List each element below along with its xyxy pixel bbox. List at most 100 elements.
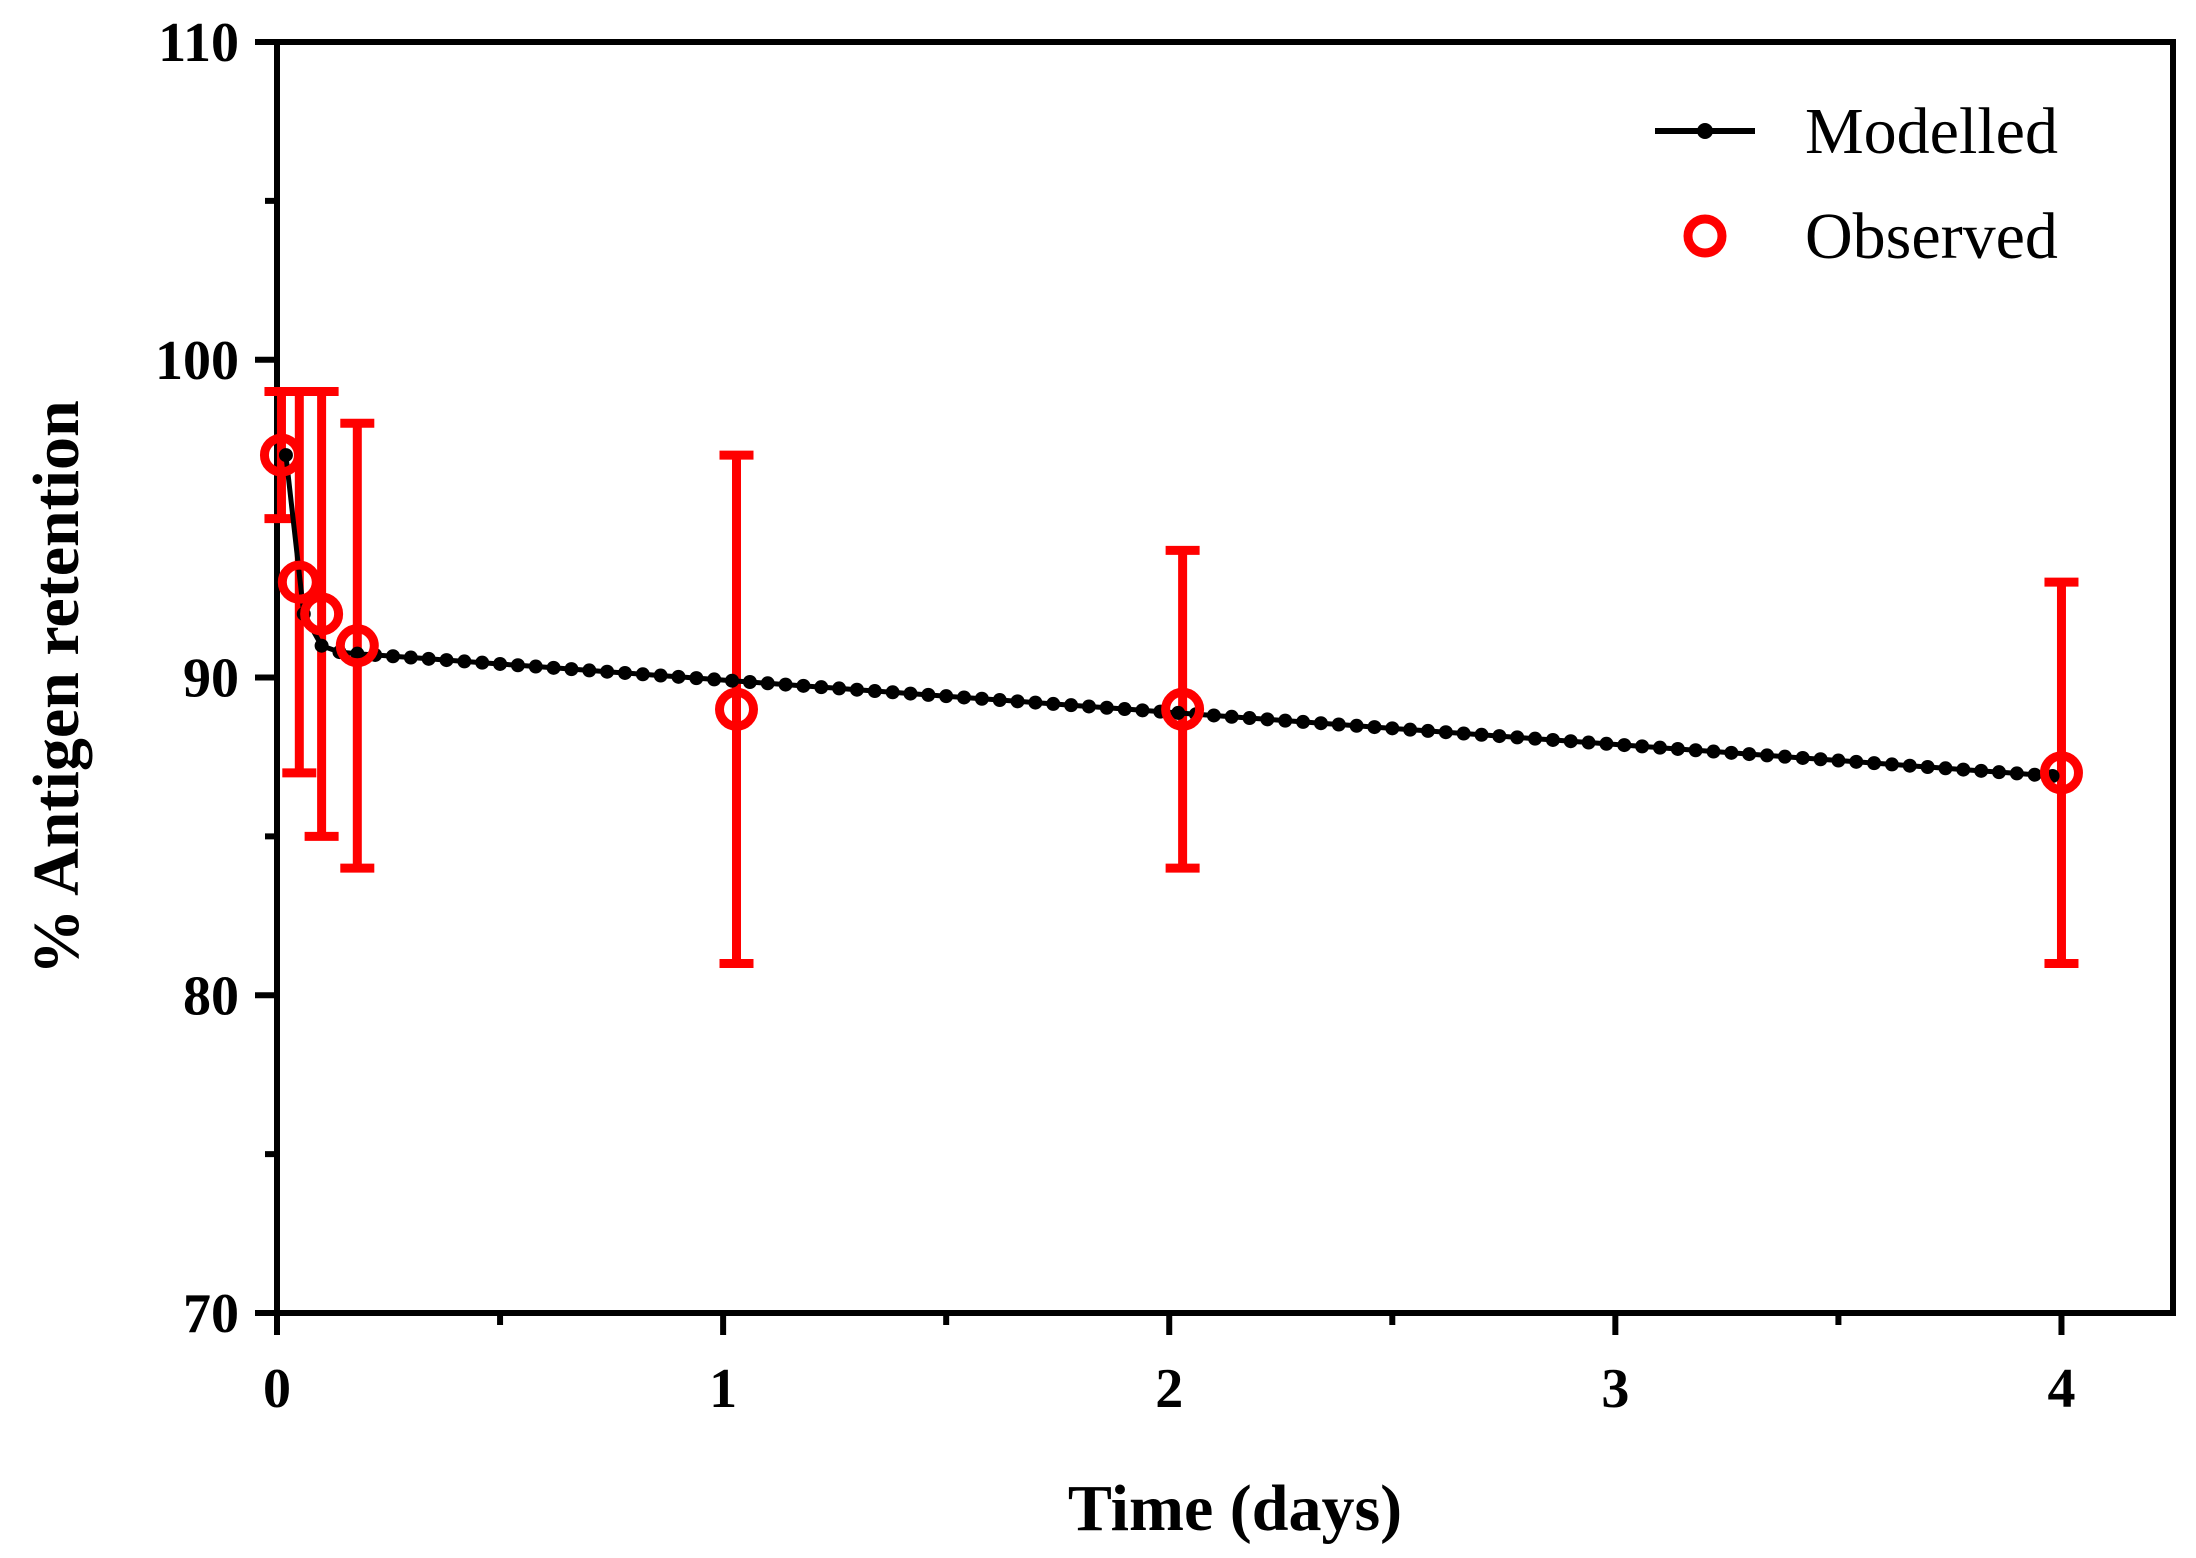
modelled-point: [528, 659, 543, 674]
y-tick-label: 90: [183, 648, 239, 710]
modelled-point: [635, 667, 650, 682]
modelled-point: [1652, 740, 1667, 755]
modelled-point: [510, 658, 525, 673]
modelled-point: [1028, 695, 1043, 710]
legend-modelled-marker: [1697, 123, 1713, 139]
modelled-point: [493, 656, 508, 671]
modelled-point: [1688, 743, 1703, 758]
modelled-point: [653, 668, 668, 683]
modelled-point: [1456, 726, 1471, 741]
modelled-point: [1849, 754, 1864, 769]
modelled-point: [1117, 702, 1132, 717]
modelled-point: [1831, 753, 1846, 768]
modelled-point: [1884, 757, 1899, 772]
modelled-point: [1206, 708, 1221, 723]
modelled-point: [278, 448, 293, 463]
x-tick-label: 4: [2047, 1358, 2075, 1420]
modelled-point: [1795, 750, 1810, 765]
modelled-point: [849, 682, 864, 697]
x-tick-label: 3: [1601, 1358, 1629, 1420]
x-axis-title: Time (days): [1068, 1472, 1402, 1545]
modelled-point: [600, 664, 615, 679]
modelled-point: [457, 654, 472, 669]
modelled-point: [1760, 748, 1775, 763]
modelled-point: [1099, 700, 1114, 715]
modelled-point: [1367, 720, 1382, 735]
y-tick-label: 100: [155, 330, 239, 392]
modelled-point: [1064, 698, 1079, 713]
modelled-point: [2027, 767, 2042, 782]
modelled-point: [867, 684, 882, 699]
modelled-point: [796, 678, 811, 693]
modelled-point: [1777, 749, 1792, 764]
modelled-point: [1278, 713, 1293, 728]
modelled-point: [1956, 762, 1971, 777]
modelled-point: [1438, 725, 1453, 740]
modelled-point: [475, 655, 490, 670]
axes: 70 80 90 100 110 0 1 2 3 4: [155, 12, 2176, 1420]
modelled-point: [403, 650, 418, 665]
modelled-point: [1545, 732, 1560, 747]
modelled-point: [1813, 752, 1828, 767]
x-tick-label: 2: [1155, 1358, 1183, 1420]
modelled-point: [617, 665, 632, 680]
modelled-point: [689, 671, 704, 686]
modelled-point: [1171, 705, 1186, 720]
modelled-line: [283, 454, 2053, 779]
modelled-point: [1528, 731, 1543, 746]
modelled-point: [671, 669, 686, 684]
modelled-point: [314, 638, 329, 653]
modelled-point: [1046, 696, 1061, 711]
modelled-point: [350, 646, 365, 661]
modelled-point: [1135, 703, 1150, 718]
modelled-point: [1974, 763, 1989, 778]
modelled-point: [1010, 694, 1025, 709]
modelled-point: [1581, 735, 1596, 750]
modelled-point: [1742, 747, 1757, 762]
y-tick-label: 80: [183, 965, 239, 1027]
modelled-point: [1902, 758, 1917, 773]
modelled-point: [1920, 759, 1935, 774]
observed-point: [300, 592, 344, 636]
modelled-point: [2009, 766, 2024, 781]
x-tick-label: 1: [709, 1358, 737, 1420]
observed-point: [335, 624, 379, 668]
y-axis-title: % Antigen retention: [20, 400, 93, 974]
modelled-point: [546, 660, 561, 675]
modelled-point: [1867, 756, 1882, 771]
modelled-point: [1313, 716, 1328, 731]
observed-point: [259, 433, 303, 477]
modelled-point: [957, 690, 972, 705]
modelled-point: [1296, 714, 1311, 729]
modelled-point: [1992, 765, 2007, 780]
modelled-point: [1635, 739, 1650, 754]
modelled-point: [1563, 734, 1578, 749]
modelled-point: [1938, 761, 1953, 776]
modelled-point: [707, 672, 722, 687]
modelled-point: [1706, 744, 1721, 759]
modelled-point: [1385, 721, 1400, 736]
x-tick-label: 0: [263, 1358, 291, 1420]
modelled-point: [1420, 723, 1435, 738]
modelled-point: [564, 662, 579, 677]
legend-observed-label: Observed: [1805, 200, 2058, 273]
modelled-point: [1724, 745, 1739, 760]
modelled-point: [921, 687, 936, 702]
observed-point: [2039, 751, 2083, 795]
modelled-point: [992, 693, 1007, 708]
legend: Modelled Observed: [1655, 95, 2058, 273]
modelled-point: [885, 685, 900, 700]
modelled-point: [1492, 729, 1507, 744]
plot-area: [259, 387, 2083, 968]
modelled-point: [1224, 709, 1239, 724]
modelled-point: [1081, 699, 1096, 714]
legend-modelled-label: Modelled: [1805, 95, 2058, 168]
observed-point: [277, 560, 321, 604]
modelled-point: [725, 673, 740, 688]
modelled-point: [814, 680, 829, 695]
modelled-point: [1260, 712, 1275, 727]
observed-point: [715, 687, 759, 731]
modelled-point: [421, 651, 436, 666]
observed-point: [1161, 687, 1205, 731]
